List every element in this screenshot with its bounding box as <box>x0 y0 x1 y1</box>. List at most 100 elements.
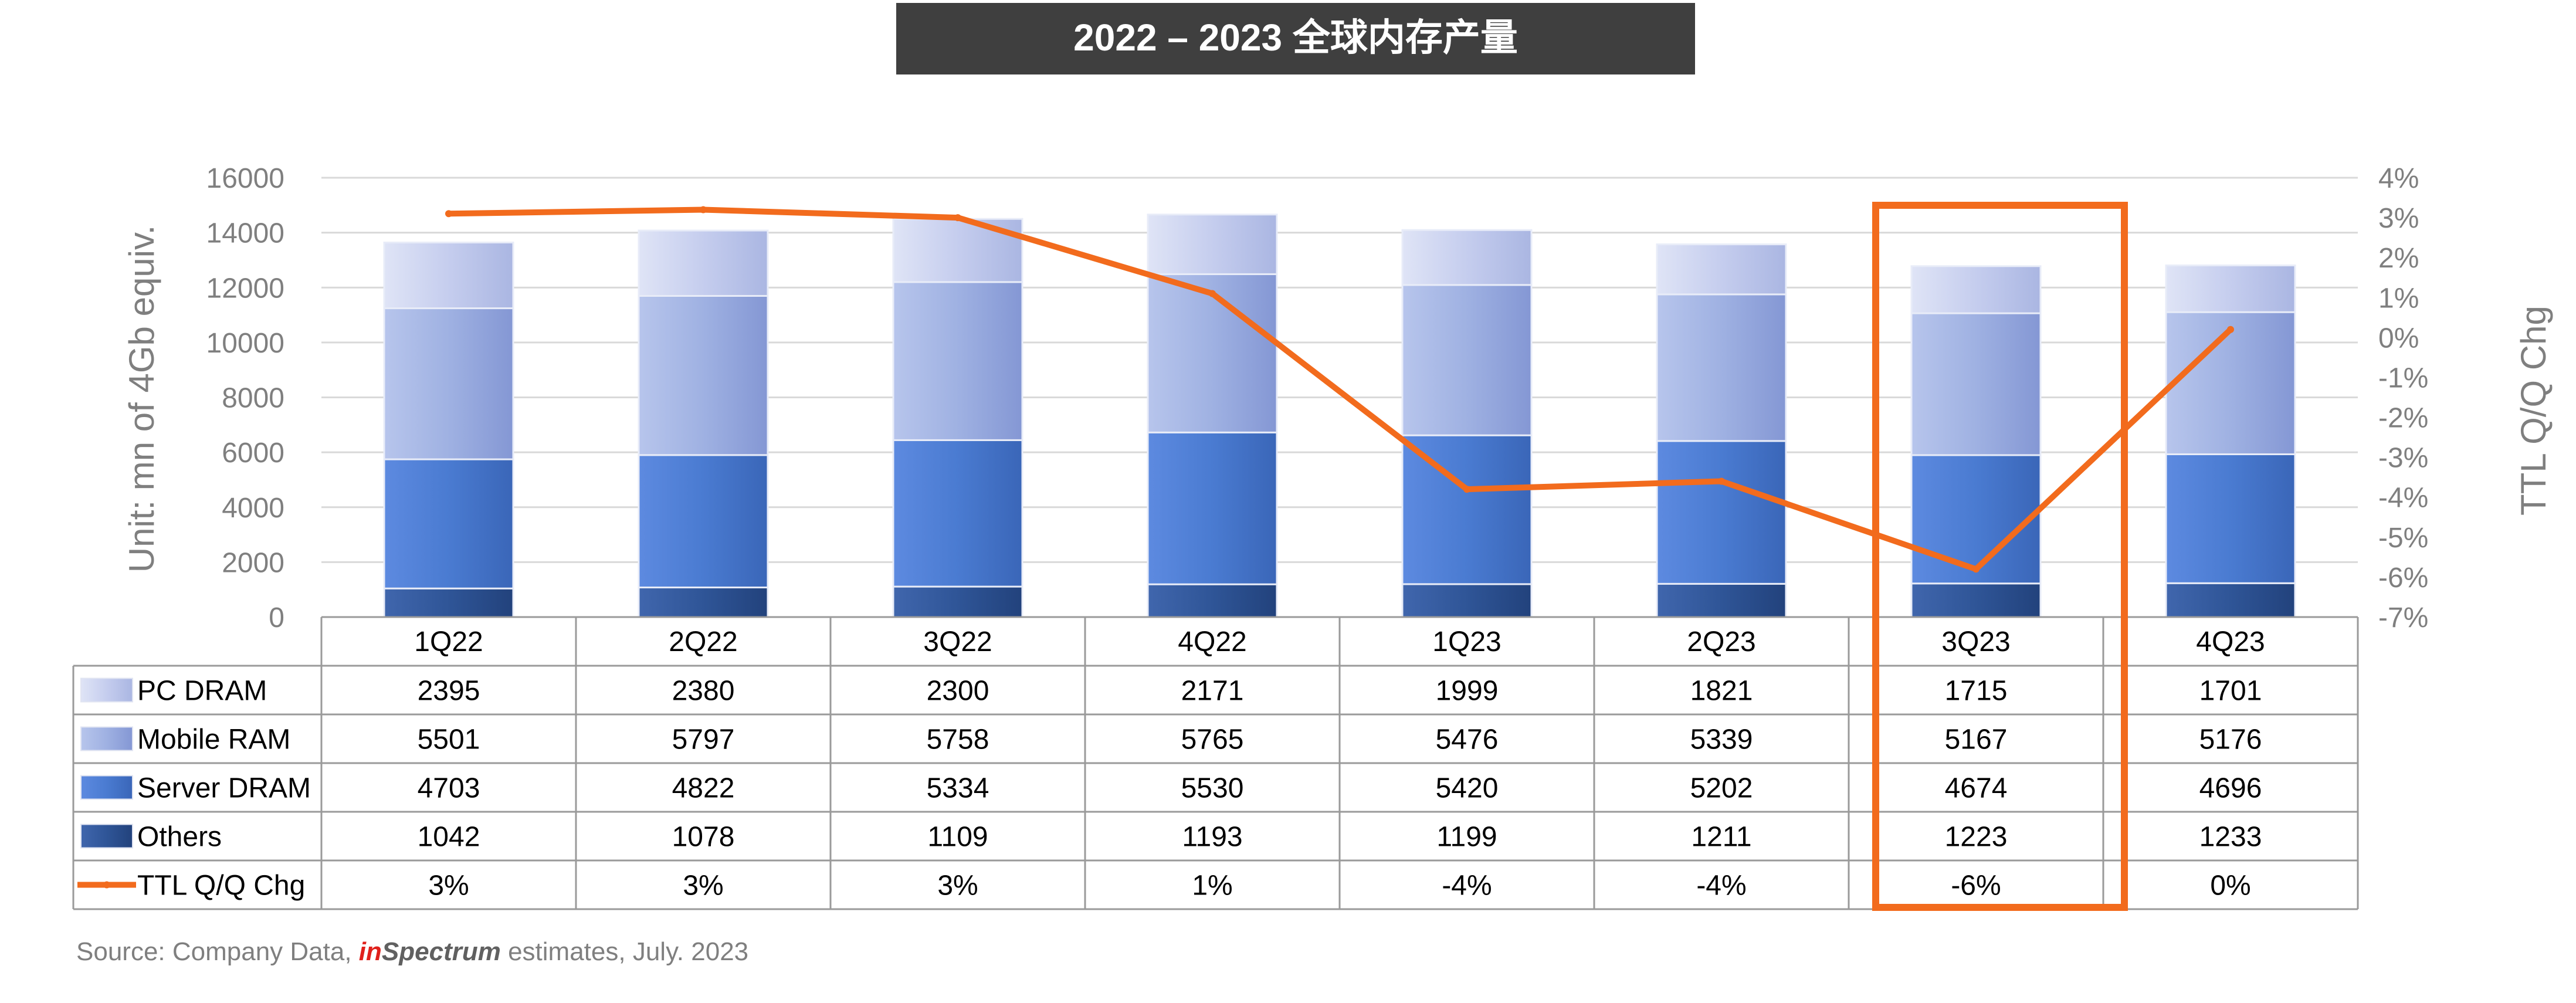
table-value-cell: -4% <box>1696 870 1746 902</box>
y2-tick-label: 0% <box>2378 323 2419 354</box>
table-value-cell: 5202 <box>1690 773 1753 804</box>
bar-segment <box>383 307 514 460</box>
table-value-cell: 1223 <box>1945 822 2008 853</box>
table-value-cell: 2171 <box>1181 676 1244 707</box>
bar-segment <box>1147 273 1278 433</box>
table-value-cell: 3% <box>937 870 978 902</box>
bar-segment <box>1910 582 2042 618</box>
brand-in: in <box>358 937 382 966</box>
chart-title: 2022 – 2023 全球内存产量 <box>1073 16 1518 59</box>
bar-segment <box>383 458 514 589</box>
y-tick-label: 12000 <box>206 273 284 304</box>
bar-segment <box>892 585 1023 618</box>
legend-label: Mobile RAM <box>137 724 290 755</box>
y2-tick-label: -7% <box>2378 602 2428 633</box>
qoq-point <box>1209 290 1216 297</box>
table-value-cell: 1042 <box>418 822 480 853</box>
legend-label: TTL Q/Q Chg <box>137 870 305 902</box>
table-value-cell: 1078 <box>672 822 735 853</box>
legend-swatch <box>80 726 133 751</box>
bar-segment <box>1401 284 1533 436</box>
table-value-cell: 5501 <box>418 724 480 755</box>
table-value-cell: 1701 <box>2199 676 2262 707</box>
y2-axis-label: TTL Q/Q Chg <box>2514 306 2553 516</box>
stacked-bars <box>383 214 2296 618</box>
table-value-cell: 1199 <box>1436 822 1497 853</box>
y-tick-label: 2000 <box>222 547 284 578</box>
table-value-cell: 5176 <box>2199 724 2262 755</box>
table-header-cell: 3Q22 <box>923 626 992 658</box>
table-value-cell: 4822 <box>672 773 735 804</box>
table-value-cell: 5530 <box>1181 773 1244 804</box>
qoq-point <box>1463 486 1470 493</box>
y2-tick-label: 1% <box>2378 283 2419 314</box>
bar-segment <box>1147 583 1278 618</box>
y-tick-label: 10000 <box>206 328 284 359</box>
y2-tick-label: -4% <box>2378 483 2428 514</box>
legend-label: Server DRAM <box>137 773 311 804</box>
table-value-cell: 2395 <box>418 676 480 707</box>
bar-segment <box>1910 265 2042 314</box>
legend-swatch <box>80 775 133 800</box>
qoq-line-path <box>448 206 2233 572</box>
bar-segment <box>1656 293 1787 442</box>
bar-segment <box>638 229 769 297</box>
y-tick-label: 14000 <box>206 218 284 249</box>
bar-segment <box>638 294 769 456</box>
y2-tick-label: -3% <box>2378 443 2428 474</box>
bar-segment <box>638 454 769 589</box>
table-value-cell: 2380 <box>672 676 735 707</box>
legend-label: PC DRAM <box>137 676 267 707</box>
bar-segment <box>1401 583 1533 618</box>
table-value-cell: 1233 <box>2199 822 2262 853</box>
bar-segment <box>1656 440 1787 585</box>
table-header-cell: 1Q22 <box>414 626 483 658</box>
y2-tick-label: 3% <box>2378 203 2419 234</box>
y-axis-label: Unit: mn of 4Gb equiv. <box>122 225 161 573</box>
y-tick-label: 0 <box>269 602 284 633</box>
bar-segment <box>892 439 1023 588</box>
table-value-cell: 4696 <box>2199 773 2262 804</box>
table-value-cell: 5758 <box>927 724 989 755</box>
y2-tick-label: -1% <box>2378 362 2428 394</box>
y2-tick-label: 2% <box>2378 243 2419 274</box>
table-value-cell: 5765 <box>1181 724 1244 755</box>
qoq-point <box>1972 565 1980 573</box>
y-tick-label: 16000 <box>206 163 284 194</box>
y-tick-label: 8000 <box>222 383 284 414</box>
legend-swatch-marker <box>103 881 110 889</box>
highlight-box-3q23 <box>1872 202 2128 911</box>
bar-segment <box>1910 312 2042 456</box>
table-value-cell: 5339 <box>1690 724 1753 755</box>
chart-title-banner: 2022 – 2023 全球内存产量 <box>896 3 1695 74</box>
bar-segment <box>383 587 514 618</box>
table-header-cell: 2Q22 <box>669 626 737 658</box>
table-value-cell: 3% <box>428 870 469 902</box>
qoq-line <box>445 206 2234 573</box>
source-note: Source: Company Data, inSpectrum estimat… <box>76 937 748 967</box>
bar-segment <box>1656 582 1787 618</box>
bar-segment <box>2165 265 2296 313</box>
table-value-cell: 4703 <box>418 773 480 804</box>
table-value-cell: 1211 <box>1691 822 1751 853</box>
table-value-cell: 5420 <box>1436 773 1499 804</box>
table-value-cell: 4674 <box>1945 773 2008 804</box>
table-header-cell: 3Q23 <box>1941 626 2010 658</box>
bar-segment <box>1656 243 1787 296</box>
table-value-cell: -6% <box>1951 870 2001 902</box>
y2-tick-label: -5% <box>2378 523 2428 554</box>
bar-segment <box>2165 582 2296 618</box>
bar-segment <box>383 241 514 310</box>
legend-swatch <box>80 677 133 703</box>
table-value-cell: 0% <box>2210 870 2250 902</box>
bar-segment <box>638 587 769 618</box>
table-value-cell: 3% <box>683 870 723 902</box>
legend-label: Others <box>137 822 222 853</box>
bar-segment <box>1147 214 1278 275</box>
data-table: 1Q22 2Q22 3Q22 4Q22 1Q23 2Q23 3Q23 4Q23 PC DRAM 2… <box>72 616 2359 910</box>
table-value-cell: -4% <box>1442 870 1492 902</box>
qoq-point <box>700 206 707 214</box>
y-tick-label: 6000 <box>222 438 284 469</box>
table-header-cell: 4Q22 <box>1178 626 1246 658</box>
